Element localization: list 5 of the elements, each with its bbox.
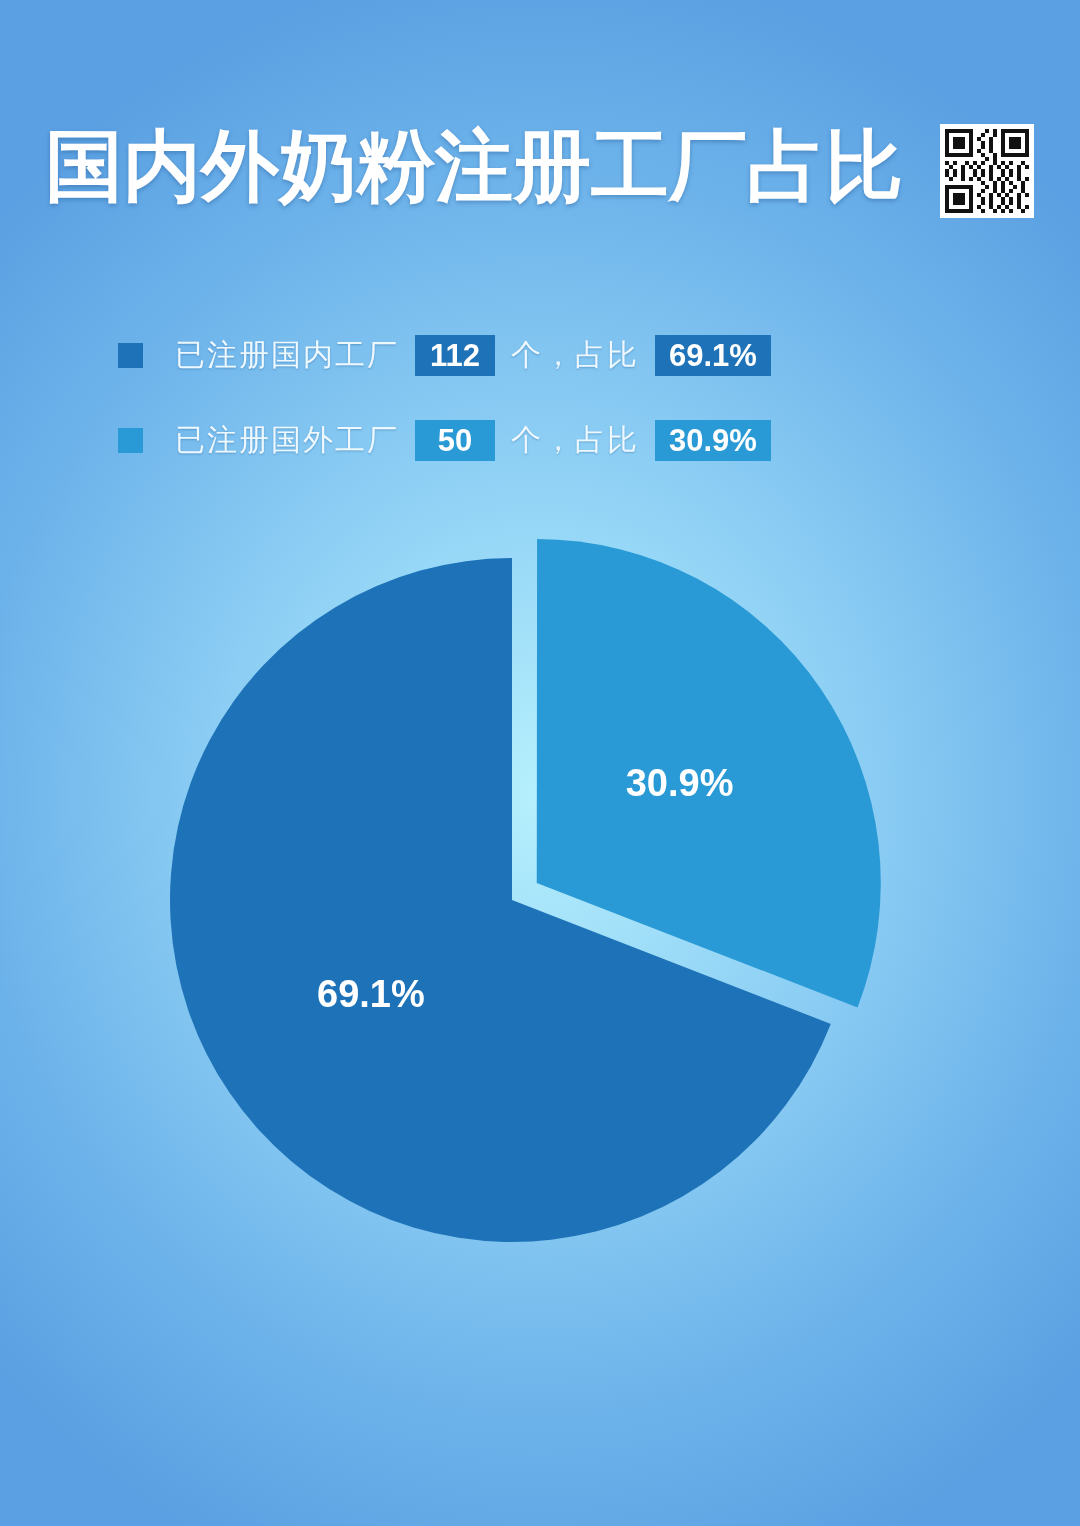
data-label: 30.9% [625,761,734,804]
data-label: 69.1% [317,973,425,1016]
chart-title: 国内外奶粉注册工厂占比 [45,120,903,213]
legend-label: 已注册国内工厂 112 个，占比 69.1% [175,336,758,375]
category-label: 已注册国外工厂 50 个，占比 30.9% [175,422,757,458]
